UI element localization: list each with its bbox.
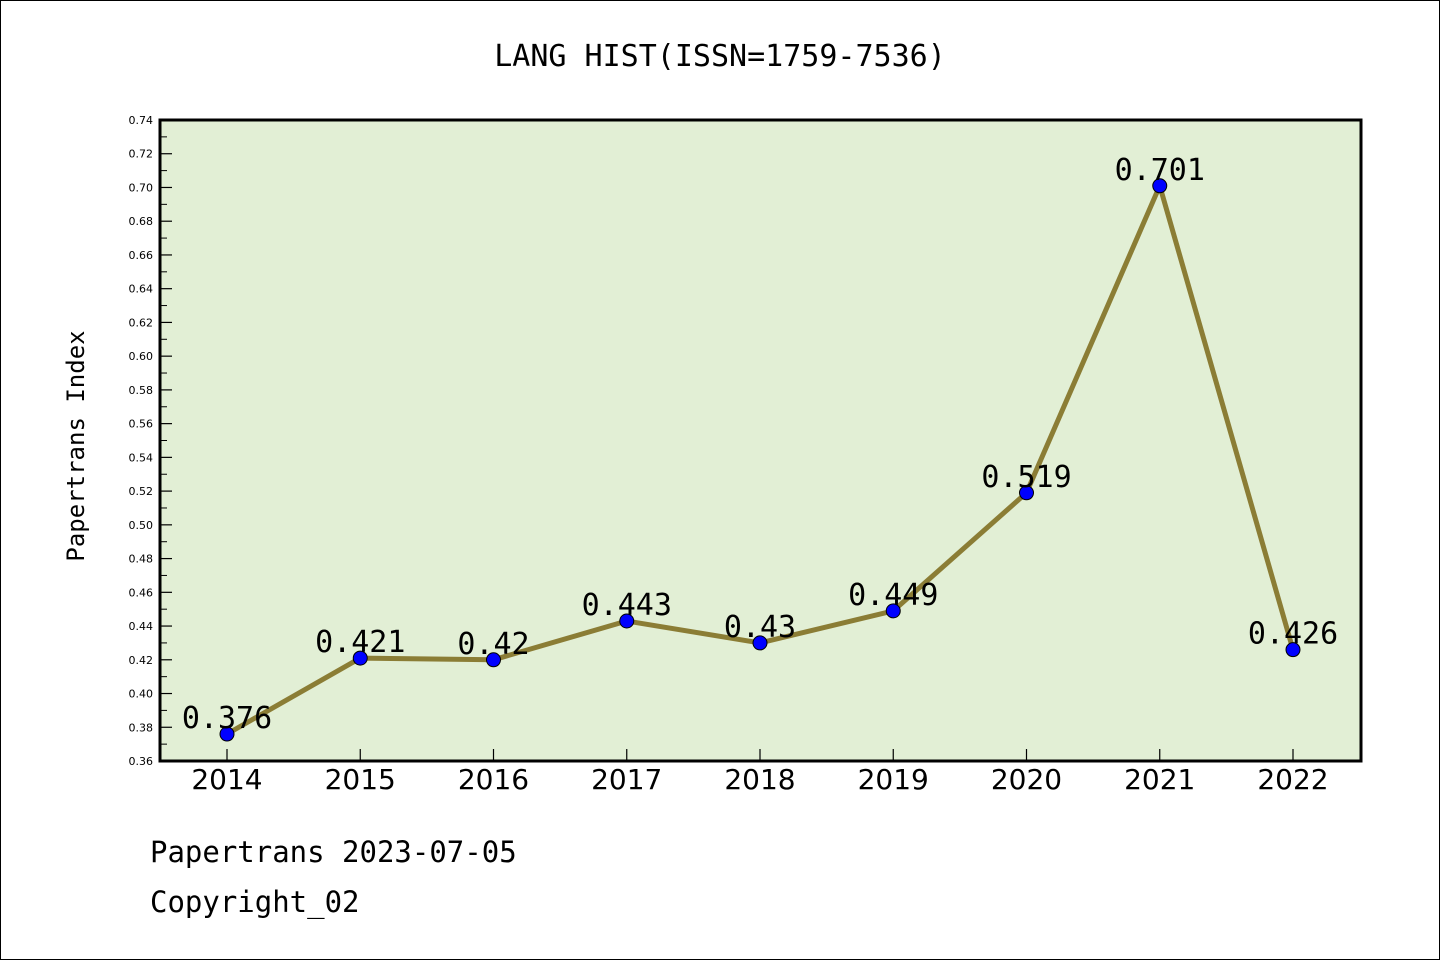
y-axis: 0.36 0.38 0.40 0.42 0.44 0.46 0.48 0.50 0.52 0.54… xyxy=(129,114,172,768)
y-tick-label: 0.48 xyxy=(129,553,154,566)
data-label: 0.519 xyxy=(981,460,1071,495)
footer-date: Papertrans 2023-07-05 xyxy=(150,835,517,869)
y-tick-label: 0.70 xyxy=(129,181,154,194)
data-labels: 0.376 0.421 0.42 0.443 0.43 0.449 0.519 0.701 0.… xyxy=(182,153,1338,736)
x-tick-label: 2018 xyxy=(724,763,795,796)
y-axis-label: Papertrans Index xyxy=(62,330,90,561)
data-point xyxy=(219,726,235,742)
data-point xyxy=(1285,642,1301,658)
y-tick-label: 0.74 xyxy=(129,114,154,127)
footer-copyright: Copyright_02 xyxy=(150,885,360,919)
data-point xyxy=(352,650,368,666)
y-tick-label: 0.50 xyxy=(129,519,154,532)
y-tick-label: 0.52 xyxy=(129,485,154,498)
data-point xyxy=(1019,485,1034,501)
y-tick-label: 0.66 xyxy=(129,249,154,262)
data-point xyxy=(1152,178,1168,194)
data-label: 0.42 xyxy=(457,627,529,662)
plot-area xyxy=(158,118,1363,763)
data-point xyxy=(752,635,768,651)
y-tick-label: 0.58 xyxy=(129,384,154,397)
x-tick-label: 2020 xyxy=(991,763,1062,796)
data-label: 0.426 xyxy=(1248,617,1338,652)
x-tick-label: 2021 xyxy=(1124,763,1195,796)
data-label: 0.376 xyxy=(182,701,272,736)
x-tick-label: 2015 xyxy=(325,763,396,796)
data-label: 0.443 xyxy=(582,588,672,623)
data-label: 0.43 xyxy=(724,610,796,645)
y-tick-label: 0.38 xyxy=(129,721,154,734)
data-points xyxy=(219,178,1301,742)
y-tick-label: 0.40 xyxy=(129,688,154,701)
y-tick-label: 0.46 xyxy=(129,586,154,599)
y-tick-label: 0.56 xyxy=(129,418,154,431)
data-point xyxy=(885,603,901,619)
y-tick-label: 0.68 xyxy=(129,215,154,228)
data-label: 0.701 xyxy=(1115,153,1205,188)
y-tick-label: 0.72 xyxy=(129,148,154,161)
y-tick-label: 0.60 xyxy=(129,350,154,363)
y-tick-label: 0.62 xyxy=(129,316,154,329)
data-label: 0.421 xyxy=(315,625,405,660)
x-tick-label: 2022 xyxy=(1257,763,1328,796)
x-tick-label: 2016 xyxy=(458,763,529,796)
x-tick-label: 2019 xyxy=(858,763,929,796)
y-tick-label: 0.42 xyxy=(129,654,154,667)
y-tick-label: 0.44 xyxy=(129,620,154,633)
y-tick-label: 0.54 xyxy=(129,451,154,464)
y-tick-label: 0.64 xyxy=(129,283,154,296)
data-point xyxy=(619,613,635,629)
x-axis: 2014 2015 2016 2017 2018 2019 2020 2021 2022 xyxy=(191,749,1329,796)
x-tick-label: 2014 xyxy=(191,763,262,796)
data-label: 0.449 xyxy=(848,578,938,613)
chart-title: LANG HIST(ISSN=1759-7536) xyxy=(494,39,946,74)
x-tick-label: 2017 xyxy=(591,763,662,796)
data-point xyxy=(486,652,501,668)
y-tick-label: 0.36 xyxy=(129,755,154,768)
